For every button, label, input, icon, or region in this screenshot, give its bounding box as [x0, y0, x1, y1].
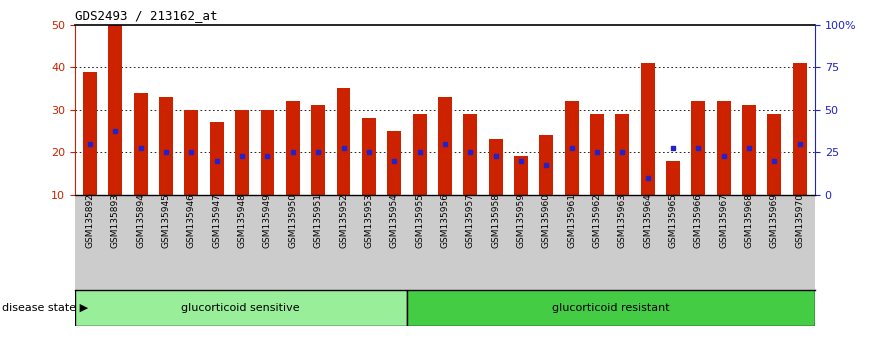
Text: glucorticoid resistant: glucorticoid resistant: [552, 303, 670, 313]
Bar: [108, 25, 122, 195]
Bar: [539, 135, 553, 195]
Bar: [235, 110, 249, 195]
Bar: [463, 114, 478, 195]
Bar: [767, 114, 781, 195]
Bar: [565, 101, 579, 195]
Text: GDS2493 / 213162_at: GDS2493 / 213162_at: [75, 9, 218, 22]
Bar: [590, 114, 604, 195]
Bar: [489, 139, 502, 195]
Bar: [717, 101, 730, 195]
Bar: [83, 72, 97, 195]
Bar: [159, 97, 173, 195]
Bar: [362, 118, 376, 195]
Bar: [75, 290, 407, 326]
Bar: [261, 110, 275, 195]
Bar: [337, 88, 351, 195]
Bar: [134, 93, 148, 195]
Bar: [692, 101, 706, 195]
Bar: [184, 110, 198, 195]
Bar: [412, 114, 426, 195]
Bar: [210, 122, 224, 195]
Bar: [285, 101, 300, 195]
Bar: [793, 63, 807, 195]
Bar: [407, 290, 815, 326]
Bar: [640, 63, 655, 195]
Text: glucorticoid sensitive: glucorticoid sensitive: [181, 303, 300, 313]
Bar: [311, 105, 325, 195]
Bar: [615, 114, 629, 195]
Bar: [742, 105, 756, 195]
Bar: [438, 97, 452, 195]
Bar: [666, 161, 680, 195]
Bar: [514, 156, 528, 195]
Bar: [388, 131, 401, 195]
Text: disease state ▶: disease state ▶: [2, 303, 88, 313]
